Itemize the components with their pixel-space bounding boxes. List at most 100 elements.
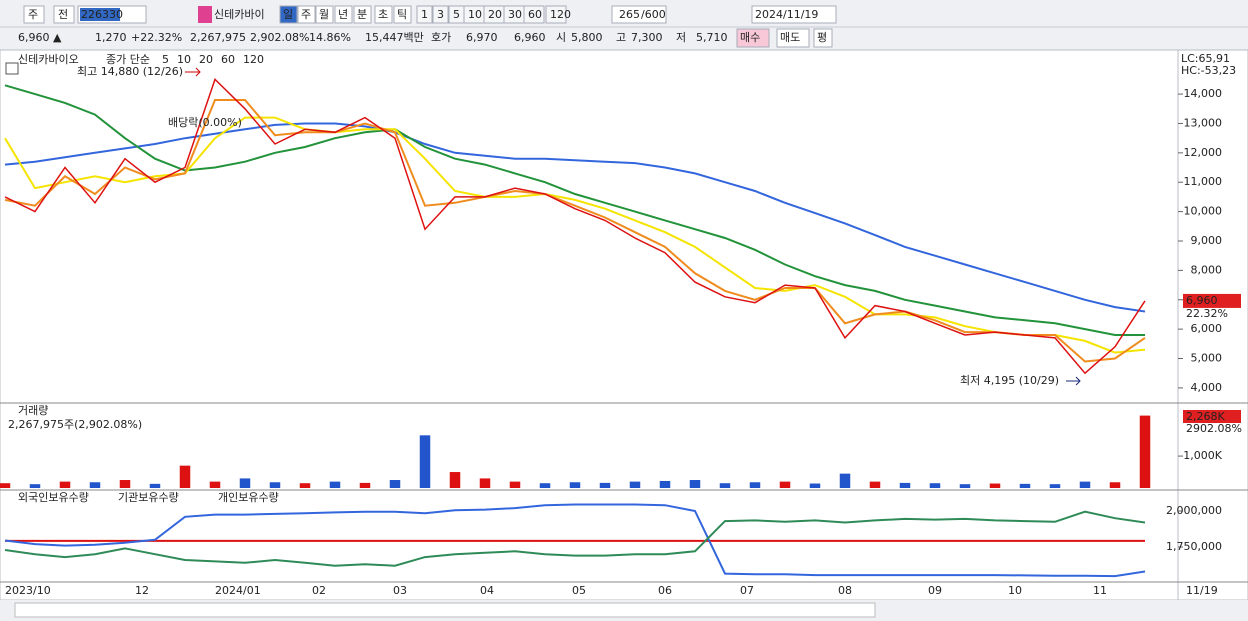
trade-button[interactable] [776,28,810,48]
quote-item: 저 [676,31,686,44]
date-box[interactable] [751,5,837,24]
legend-label: 종가 단순 [106,53,150,66]
quote-item: 호가 [431,31,451,44]
last-volume: 2,268K [1186,410,1225,423]
quote-item: 1,270 [95,31,127,44]
volume-bar [989,483,1001,488]
legend-entry: 외국인보유수량 [18,491,89,504]
volume-bar [329,481,341,488]
x-tick-label: 11 [1093,584,1107,597]
period-button[interactable] [315,5,334,24]
panel-title: 신테카바이오 [18,53,79,66]
quote-item: 시 [556,31,566,44]
trade-button[interactable] [813,28,833,48]
y-tick-label: 14,000 [1184,87,1223,100]
market-select[interactable] [23,5,45,24]
ma-line [4,116,1146,354]
bar-count: 265 [619,8,640,21]
volume-bar [59,481,71,488]
y-tick-label: 9,000 [1191,234,1223,247]
panel-icon[interactable] [5,62,19,75]
high-arrow [185,67,201,77]
volume-bar [1139,415,1151,488]
code-highlight [80,8,120,21]
period-button[interactable] [279,5,298,24]
legend-entry: 10 [177,53,191,66]
volume-bar [179,465,191,488]
ma-line [4,84,1145,336]
legend-entry: 개인보유수량 [218,491,279,504]
volume-bar [749,482,761,488]
volume-bar [209,481,221,488]
count: 5 [453,8,460,21]
period: 초 [378,8,388,21]
count-button[interactable] [416,5,433,24]
y-tick-label: 10,000 [1184,205,1223,218]
x-tick-label: 2023/10 [5,584,51,597]
count: 3 [437,8,444,21]
count: 60 [528,8,542,21]
legend-entry: 5 [162,53,169,66]
volume-bar [449,472,461,488]
x-tick-label: 09 [928,584,942,597]
stock-name: 신테카바이 [214,8,265,21]
volume-bar [419,435,431,488]
y-tick-label: 8,000 [1191,263,1223,276]
period: 일 [283,7,293,21]
y-tick-label: 12,000 [1184,146,1223,159]
holding-line [4,510,1146,567]
quote-item: 2,902.08% [250,31,309,44]
trade-label: 매도 [780,31,800,44]
volume-bar [719,483,731,488]
y-tick-label: 2,000,000 [1166,504,1222,517]
y-tick-label: 1,000K [1183,449,1222,462]
y-tick-label: 1,750,000 [1166,540,1222,553]
period: 주 [301,8,311,21]
scroll-thumb[interactable] [14,602,876,618]
quote-item: 5,710 [696,31,728,44]
trade-button[interactable] [736,28,770,48]
y-tick-label: 11,000 [1184,175,1223,188]
legend-entry: 60 [221,53,235,66]
count: 10 [468,8,482,21]
x-tick-label: 05 [572,584,586,597]
period-button[interactable] [393,5,412,24]
volume-bar [269,482,281,488]
volume-bar [659,480,671,488]
prev: 전 [58,8,68,21]
period-button[interactable] [374,5,393,24]
count-button[interactable] [523,5,545,24]
x-tick-label: 04 [480,584,494,597]
volume-bar [629,481,641,488]
y-tick-label: 4,000 [1191,381,1223,394]
quote-item: 6,960 [514,31,546,44]
quote-item: 15,447백만 [365,31,424,44]
quote-item: 7,300 [631,31,663,44]
period-button[interactable] [297,5,316,24]
count-button[interactable] [545,5,567,24]
count: 20 [488,8,502,21]
volume-bar [569,482,581,488]
count-button[interactable] [432,5,449,24]
last-change: 22.32% [1186,307,1228,320]
bar-count-box[interactable] [611,5,667,24]
hc-label: HC:-53,23 [1181,64,1236,77]
x-tick-label: 06 [658,584,672,597]
volume-bar [119,480,131,488]
count: 120 [550,8,571,21]
volume-bar [359,482,371,488]
period-button[interactable] [353,5,372,24]
holding-line [4,503,1146,578]
quote-item: 2,267,975 [190,31,246,44]
y-tick-label: 6,000 [1191,322,1223,335]
quote-item: 6,960 ▲ [18,31,62,44]
volume-bar [599,482,611,488]
volume-bar [929,483,941,488]
period-button[interactable] [334,5,353,24]
ma-line [4,99,1146,363]
period: 월 [319,8,329,21]
volume-bar [89,482,101,488]
dividend-annotation: 배당락(0.00%) [168,116,242,129]
prev-button[interactable] [53,5,75,24]
